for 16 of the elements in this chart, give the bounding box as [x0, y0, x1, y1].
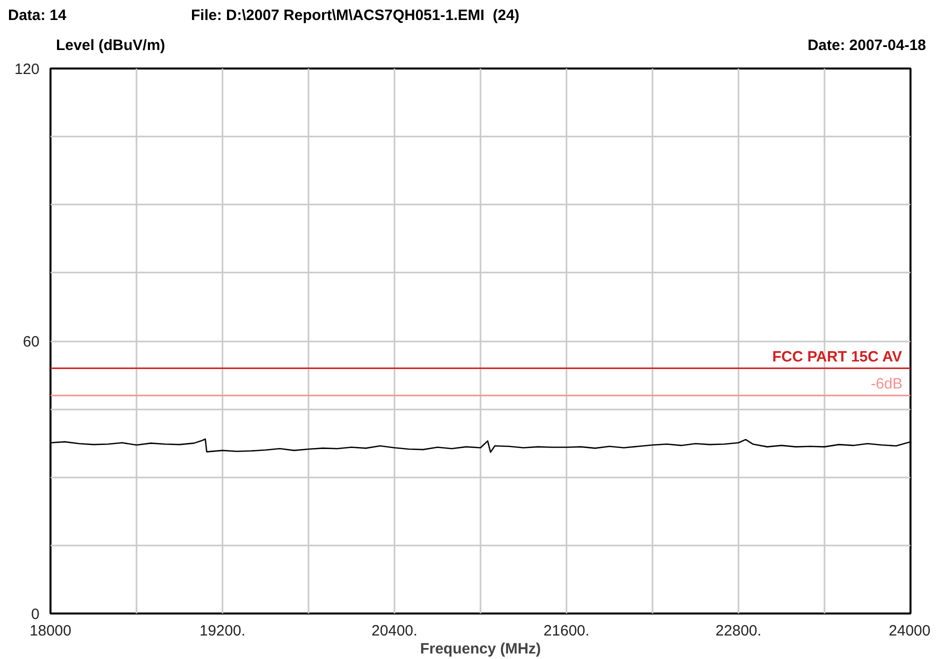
text: Date: 2007-04-18 [808, 36, 926, 56]
y-tick-label: 60 [22, 334, 40, 350]
x-tick-label: 21600. [544, 622, 590, 640]
y-tick-label: 0 [31, 606, 40, 623]
ref-line-label: -6dB [870, 376, 903, 392]
x-tick-label: 19200. [200, 622, 246, 640]
text: Data: 14 [8, 6, 68, 26]
x-tick-label: 18000 [30, 622, 72, 640]
x-axis-title: Frequency (MHz) [420, 640, 541, 658]
y-axis-title: Level (dBuV/m) [56, 36, 166, 56]
x-tick-label: 24000 [888, 622, 931, 640]
x-tick-label: 22800. [716, 622, 762, 640]
text: File: D:\2007 Report\M\ACS7QH051-1.EMI (24) [191, 7, 520, 24]
ref-line-label: FCC PART 15C AV [772, 348, 902, 366]
y-tick-label: 120 [14, 61, 40, 78]
x-tick-label: 20400. [372, 622, 418, 640]
